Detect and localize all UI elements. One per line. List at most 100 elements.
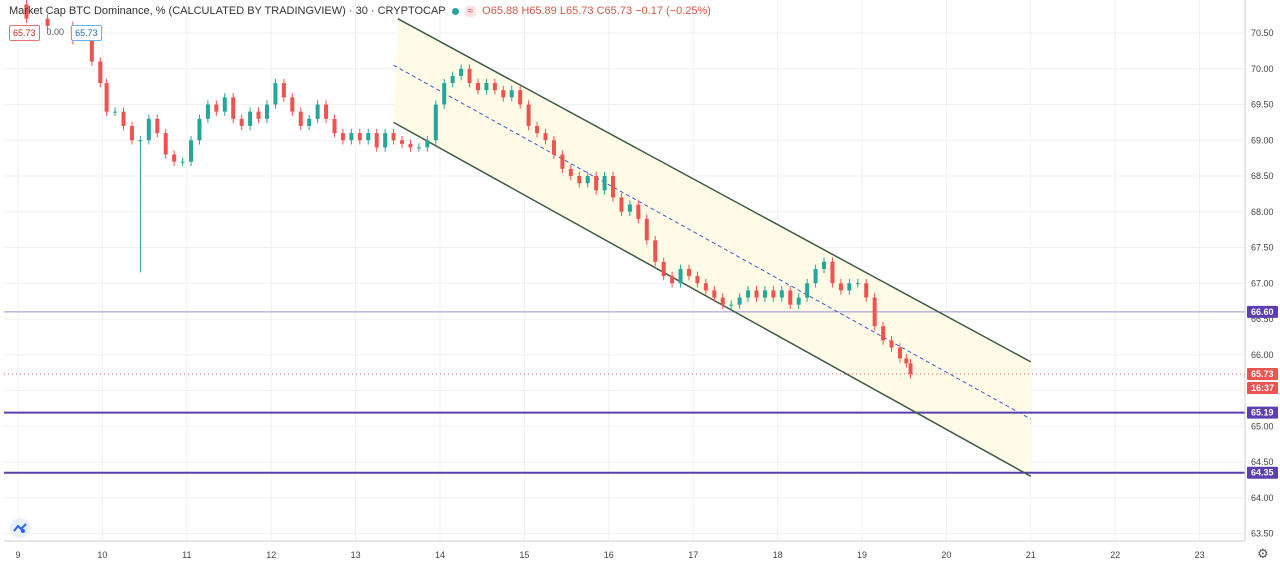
candle-body	[526, 104, 531, 126]
candle-body	[762, 290, 767, 298]
tradingview-logo-icon[interactable]	[10, 518, 30, 538]
indicator-wave-icon[interactable]: ≈	[464, 5, 477, 17]
channel-mid-line	[393, 64, 1032, 420]
candle-body	[847, 283, 852, 291]
candle-body	[636, 204, 641, 219]
candle-body	[24, 4, 29, 19]
candle-body	[349, 133, 354, 141]
candle-body	[611, 176, 616, 198]
candle-body	[695, 276, 700, 284]
candle-body	[298, 111, 303, 126]
close-label: C	[596, 5, 605, 17]
x-tick-label: 12	[266, 550, 276, 560]
candle-body	[383, 133, 388, 148]
candle-body	[189, 140, 194, 162]
candle-body	[391, 133, 396, 141]
candle-body	[315, 104, 320, 119]
candle-body	[670, 276, 675, 284]
open-value: 65.88	[490, 5, 519, 17]
x-tick-label: 10	[97, 550, 107, 560]
candle-body	[518, 90, 523, 105]
open-label: O	[482, 5, 491, 17]
candle-body	[568, 168, 573, 176]
symbol-title[interactable]: Market Cap BTC Dominance, % (CALCULATED …	[9, 5, 446, 17]
x-tick-label: 23	[1195, 550, 1205, 560]
candle-body	[594, 176, 599, 191]
candle-body	[754, 290, 759, 298]
level-a-label-bg	[1247, 305, 1278, 318]
candle-body	[712, 290, 717, 298]
candle-body	[332, 118, 337, 134]
high-value: 65.89	[529, 5, 557, 17]
candle-body	[239, 118, 244, 126]
candle-body	[146, 118, 151, 141]
x-tick-label: 22	[1110, 550, 1120, 560]
candle-body	[231, 97, 236, 119]
y-tick-label: 64.50	[1251, 457, 1274, 467]
x-tick-label: 16	[604, 550, 614, 560]
y-tick-label: 64.00	[1251, 493, 1274, 503]
candle-body	[644, 218, 649, 241]
candle-body	[872, 297, 877, 327]
y-tick-label: 69.00	[1251, 135, 1274, 145]
level-c-label-bg	[1247, 466, 1278, 479]
channel-lower-line	[393, 121, 1032, 477]
candle-body	[467, 68, 472, 84]
countdown-label-bg	[1247, 382, 1278, 395]
candle-body	[653, 240, 658, 262]
candle-body	[425, 140, 430, 148]
candle-body	[686, 268, 691, 277]
sell-value-box[interactable]: 65.73	[9, 25, 40, 41]
high-label: H	[521, 5, 530, 17]
candle-body	[904, 358, 909, 364]
y-tick-label: 68.00	[1251, 207, 1274, 217]
level-b-label: 65.19	[1251, 408, 1274, 418]
x-tick-label: 9	[15, 550, 20, 560]
candle-body	[551, 140, 556, 155]
x-tick-label: 17	[688, 550, 698, 560]
candle-body	[838, 283, 843, 291]
low-value: 65.73	[565, 5, 594, 17]
candle-body	[366, 133, 371, 141]
candle-body	[89, 40, 94, 62]
candle-body	[222, 97, 227, 112]
channel-upper-line	[397, 18, 1032, 363]
gear-icon[interactable]: ⚙	[1257, 546, 1269, 561]
candle-body	[864, 283, 869, 298]
candle-body	[737, 297, 742, 305]
candle-body	[678, 268, 683, 284]
candle-body	[163, 133, 168, 155]
last-price-label: 65.73	[1251, 369, 1274, 379]
candle-body	[281, 83, 286, 98]
order-values: 65.73 0.00 65.73	[9, 25, 102, 41]
candle-body	[729, 304, 734, 306]
y-tick-label: 65.00	[1251, 421, 1274, 431]
candle-body	[155, 118, 160, 134]
candle-body	[121, 111, 126, 126]
candle-body	[113, 111, 118, 113]
candle-body	[830, 261, 835, 284]
y-tick-label: 66.50	[1251, 314, 1274, 324]
candle-body	[813, 268, 818, 284]
y-tick-label: 66.00	[1251, 350, 1274, 360]
candle-body	[197, 118, 202, 141]
candle-body	[509, 90, 514, 98]
candle-body	[822, 261, 827, 269]
x-tick-label: 11	[182, 550, 191, 560]
candle-body	[805, 283, 810, 298]
buy-value-box[interactable]: 65.73	[71, 25, 102, 41]
candle-body	[881, 326, 886, 341]
candle-body	[897, 347, 902, 359]
candle-body	[205, 104, 210, 119]
candle-body	[908, 363, 913, 375]
candle-body	[324, 104, 329, 119]
candle-body	[796, 297, 801, 305]
candle-body	[543, 133, 548, 141]
y-tick-label: 68.50	[1251, 171, 1274, 181]
level-a-label: 66.60	[1251, 307, 1274, 317]
candle-body	[98, 61, 103, 84]
candle-body	[475, 83, 480, 91]
candle-body	[602, 176, 607, 191]
